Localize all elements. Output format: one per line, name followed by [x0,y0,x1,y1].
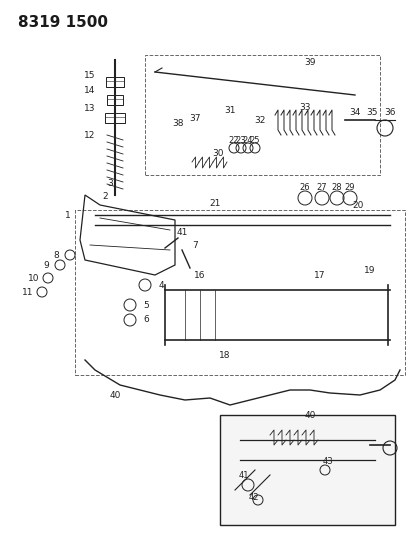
Text: 21: 21 [209,198,220,207]
Text: 2: 2 [102,191,108,200]
Text: 32: 32 [254,116,265,125]
Text: 40: 40 [109,391,120,400]
Text: 10: 10 [28,273,40,282]
Text: 30: 30 [212,149,223,157]
Text: 11: 11 [22,287,34,296]
Bar [107,95,123,105]
Text: 26: 26 [299,182,310,191]
Text: 25: 25 [249,135,260,144]
Text: 28: 28 [331,182,342,191]
Text: 31: 31 [224,106,235,115]
Text: 27: 27 [316,182,326,191]
Text: 8319 1500: 8319 1500 [18,14,108,29]
Text: 22: 22 [228,135,239,144]
Text: 43: 43 [322,457,333,466]
Bar [220,415,394,525]
Text: 34: 34 [348,108,360,117]
Text: 12: 12 [84,131,95,140]
Text: 23: 23 [235,135,246,144]
Text: 36: 36 [383,108,395,117]
Text: 20: 20 [351,200,363,209]
Bar [145,55,379,175]
Text: 33: 33 [299,102,310,111]
Text: 13: 13 [84,103,96,112]
Bar [106,77,124,87]
Text: 3: 3 [107,179,112,188]
Text: 29: 29 [344,182,354,191]
Text: 4: 4 [158,280,164,289]
Text: 8: 8 [53,251,59,260]
Text: 35: 35 [365,108,377,117]
Bar [105,113,125,123]
Text: 40: 40 [303,410,315,419]
Text: 42: 42 [248,494,258,503]
Text: 7: 7 [192,240,198,249]
Text: 41: 41 [176,228,187,237]
Text: 14: 14 [84,85,95,94]
Text: 5: 5 [143,301,148,310]
Text: 1: 1 [65,211,71,220]
Text: 15: 15 [84,70,96,79]
Text: 37: 37 [189,114,200,123]
Text: 19: 19 [363,265,375,274]
Text: 24: 24 [242,135,253,144]
Bar [75,210,404,375]
Text: 16: 16 [194,271,205,279]
Text: 39: 39 [303,58,315,67]
Text: 41: 41 [238,471,249,480]
Text: 17: 17 [313,271,325,279]
Text: 18: 18 [219,351,230,359]
Text: 38: 38 [172,118,183,127]
Text: 6: 6 [143,316,148,325]
Text: 9: 9 [43,261,49,270]
